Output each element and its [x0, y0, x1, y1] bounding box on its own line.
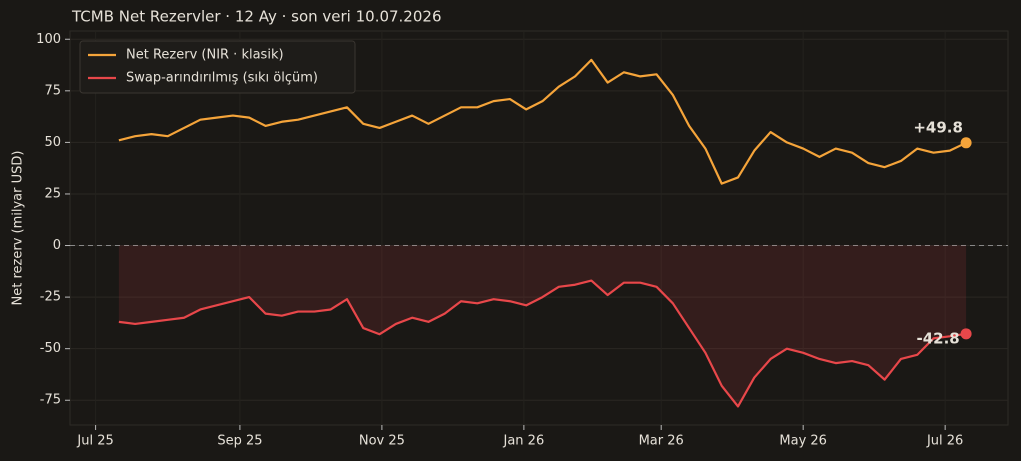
x-tick-label: Nov 25	[359, 434, 405, 449]
x-tick-label: May 26	[779, 434, 827, 449]
end-label: +49.8	[913, 118, 963, 136]
legend-label: Net Rezerv (NIR · klasik)	[126, 48, 284, 63]
x-tick-label: Jul 25	[76, 434, 113, 449]
y-tick-label: 75	[44, 83, 61, 98]
y-tick-label: -50	[40, 341, 61, 356]
x-tick-label: Mar 26	[639, 434, 684, 449]
line	[118, 58, 967, 185]
y-tick-label: 25	[44, 186, 61, 201]
x-tick-label: Jan 26	[503, 434, 545, 449]
y-tick-label: -25	[40, 290, 61, 305]
y-tick-label: 100	[36, 32, 61, 47]
y-axis-label: Net rezerv (milyar USD)	[11, 151, 26, 306]
line	[118, 279, 967, 408]
x-tick-label: Sep 25	[217, 434, 262, 449]
plot-frame	[69, 30, 1009, 426]
legend-label: Swap-arındırılmış (sıkı ölçüm)	[126, 71, 318, 86]
area	[118, 245, 967, 407]
end-label: -42.8	[916, 329, 959, 347]
y-tick-label: 0	[53, 238, 61, 253]
y-tick-label: 50	[44, 135, 61, 150]
chart-title: TCMB Net Rezervler · 12 Ay · son veri 10…	[71, 8, 442, 26]
y-tick-label: -75	[40, 393, 61, 408]
end-marker	[960, 137, 972, 149]
legend-box	[79, 40, 356, 94]
x-tick-label: Jul 26	[926, 434, 963, 449]
end-marker	[960, 328, 972, 340]
